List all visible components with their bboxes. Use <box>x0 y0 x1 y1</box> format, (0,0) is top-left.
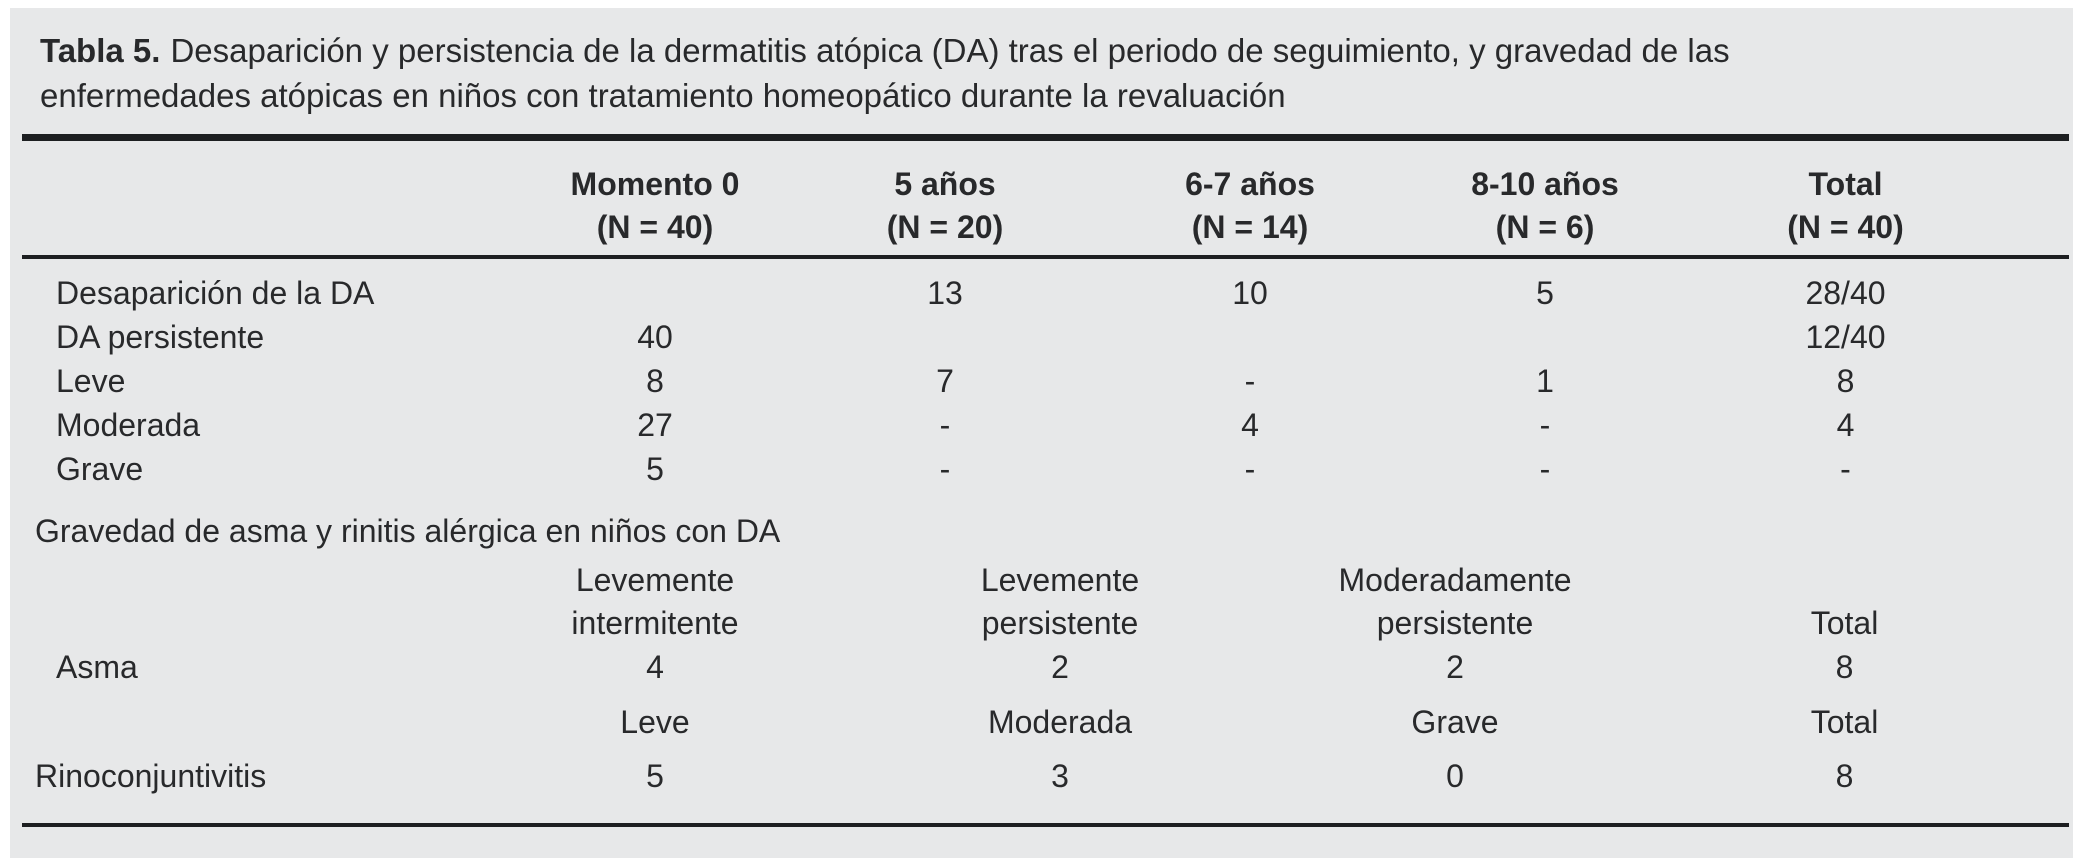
col-header-line: Levemente <box>980 562 1140 598</box>
col-header-moderada: Moderada <box>987 704 1133 740</box>
cell-value: 5 <box>646 451 664 487</box>
cell-value: 27 <box>637 407 673 443</box>
row-label: Grave <box>56 451 144 487</box>
section-title-gravedad: Gravedad de asma y rinitis alérgica en n… <box>35 513 781 549</box>
col-header-rhino-total: Total <box>1810 704 1879 740</box>
col-header-period: 8-10 años <box>1471 166 1619 202</box>
col-header-6-7-anos: 6-7 años (N = 14) <box>1060 163 1440 249</box>
col-header-leve: Leve <box>620 704 690 740</box>
cell-value: - <box>1244 363 1256 399</box>
table-caption: Tabla 5. Desaparición y persistencia de l… <box>22 8 2069 118</box>
col-header-momento-0: Momento 0 (N = 40) <box>480 163 830 249</box>
cell-value: 7 <box>936 363 954 399</box>
col-header-period: 6-7 años <box>1185 166 1315 202</box>
main-header-row: Momento 0 (N = 40) 5 años (N = 20) 6-7 a… <box>22 141 2069 249</box>
cell-value: 2 <box>1051 649 1069 685</box>
cell-value: - <box>939 407 951 443</box>
table-row-leve: Leve 8 7 - 1 8 <box>22 359 2069 403</box>
cell-value <box>480 271 830 315</box>
header-empty-cell <box>22 700 480 744</box>
caption-table-number: Tabla 5. <box>40 32 161 69</box>
table-content: Tabla 5. Desaparición y persistencia de l… <box>10 8 2073 827</box>
table-row-da-persistente: DA persistente 40 12/40 <box>22 315 2069 359</box>
table-row-asma: Asma 4 2 2 8 <box>22 645 2069 689</box>
cell-value: 1 <box>1536 363 1554 399</box>
col-header-line: persistente <box>1376 605 1534 641</box>
cell-value: - <box>1840 451 1851 487</box>
col-header-period: Total <box>1808 166 1883 202</box>
col-header-line <box>1620 559 2069 602</box>
col-header-5-anos: 5 años (N = 20) <box>830 163 1060 249</box>
table-panel: Tabla 5. Desaparición y persistencia de l… <box>10 8 2073 858</box>
cell-value: 8 <box>1836 363 1855 399</box>
table-row-desaparicion: Desaparición de la DA 13 10 5 28/40 <box>22 271 2069 315</box>
asthma-header-row: Levemente intermitente Levemente persist… <box>22 559 2069 645</box>
col-header-grave: Grave <box>1411 704 1499 740</box>
col-header-line: Moderadamente <box>1338 562 1572 598</box>
col-header-n: (N = 40) <box>596 209 714 245</box>
cell-value: 5 <box>1536 275 1554 311</box>
cell-value: 10 <box>1232 275 1268 311</box>
cell-value: 4 <box>1836 407 1855 443</box>
col-header-n: (N = 14) <box>1191 209 1309 245</box>
col-header-8-10-anos: 8-10 años (N = 6) <box>1440 163 1650 249</box>
cell-value: - <box>1539 451 1551 487</box>
cell-value: 0 <box>1446 758 1464 794</box>
cell-value: 40 <box>637 319 673 355</box>
cell-value <box>1060 315 1440 359</box>
row-label: Leve <box>56 363 126 399</box>
col-header-line: persistente <box>981 605 1139 641</box>
row-label: DA persistente <box>56 319 265 355</box>
caption-text-1: Desaparición y persistencia de la dermat… <box>170 32 1730 69</box>
caption-text-2: enfermedades atópicas en niños con trata… <box>40 77 1286 114</box>
header-rule <box>22 255 2069 259</box>
cell-value: 13 <box>927 275 963 311</box>
header-empty-cell <box>22 163 480 249</box>
cell-value: - <box>1244 451 1256 487</box>
col-header-line: Total <box>1810 605 1879 641</box>
cell-value <box>1440 315 1650 359</box>
cell-value: 28/40 <box>1805 275 1886 311</box>
rhino-header-row: Leve Moderada Grave Total <box>22 700 2069 744</box>
cell-value: 4 <box>646 649 664 685</box>
cell-value: 4 <box>1241 407 1259 443</box>
cell-value: 8 <box>1835 758 1854 794</box>
col-header-line: intermitente <box>571 605 739 641</box>
cell-value: - <box>1539 407 1551 443</box>
cell-value: 5 <box>646 758 664 794</box>
col-header-levemente-intermitente: Levemente intermitente <box>480 559 830 645</box>
header-empty-cell <box>22 559 480 645</box>
col-header-moderadamente-persistente: Moderadamente persistente <box>1290 559 1620 645</box>
cell-value <box>830 315 1060 359</box>
cell-value: 8 <box>646 363 664 399</box>
cell-value: 12/40 <box>1805 319 1886 355</box>
table-row-grave: Grave 5 - - - - <box>22 447 2069 491</box>
col-header-n: (N = 40) <box>1787 209 1904 245</box>
col-header-n: (N = 6) <box>1495 209 1595 245</box>
col-header-total: Total (N = 40) <box>1650 163 2069 249</box>
row-label: Rinoconjuntivitis <box>35 758 267 794</box>
col-header-n: (N = 20) <box>886 209 1004 245</box>
top-rule <box>22 134 2069 141</box>
cell-value: - <box>939 451 951 487</box>
cell-value: 2 <box>1446 649 1464 685</box>
col-header-line: Levemente <box>575 562 735 598</box>
col-header-period: 5 años <box>894 166 996 202</box>
table-row-rinoconjuntivitis: Rinoconjuntivitis 5 3 0 8 <box>22 754 2069 798</box>
cell-value: 3 <box>1051 758 1069 794</box>
cell-value: 8 <box>1835 649 1854 685</box>
table-row-moderada: Moderada 27 - 4 - 4 <box>22 403 2069 447</box>
col-header-asthma-total: Total <box>1620 559 2069 645</box>
col-header-period: Momento 0 <box>570 166 740 202</box>
caption-line-1: Tabla 5. Desaparición y persistencia de l… <box>40 28 2039 73</box>
row-label: Asma <box>56 649 138 685</box>
row-label: Desaparición de la DA <box>56 275 375 311</box>
col-header-levemente-persistente: Levemente persistente <box>830 559 1290 645</box>
bottom-rule <box>22 823 2069 827</box>
row-label: Moderada <box>56 407 201 443</box>
